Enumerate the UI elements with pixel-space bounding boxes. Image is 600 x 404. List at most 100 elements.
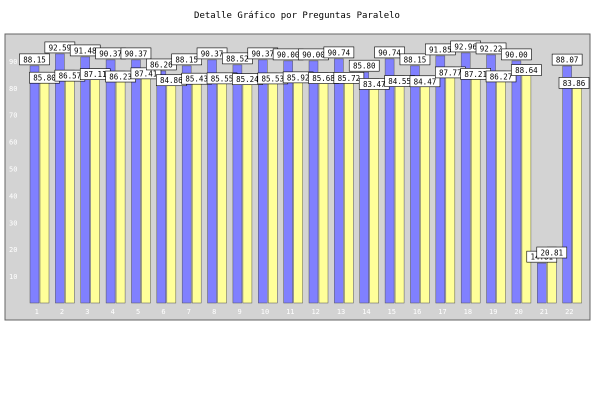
bar-series-1 — [181, 65, 192, 304]
svg-text:85.80: 85.80 — [33, 74, 56, 83]
bar-series-1 — [486, 54, 496, 304]
x-tick-label: 22 — [565, 308, 573, 316]
y-tick-label: 70 — [9, 112, 17, 120]
svg-text:88.15: 88.15 — [404, 55, 427, 64]
svg-text:85.80: 85.80 — [353, 62, 376, 71]
svg-text:86.26: 86.26 — [150, 60, 173, 69]
y-tick-label: 80 — [9, 85, 17, 93]
svg-text:85.68: 85.68 — [312, 74, 335, 83]
bar-series-1 — [435, 55, 446, 304]
x-tick-label: 4 — [111, 308, 115, 316]
bar-series-1 — [207, 59, 217, 304]
y-tick-label: 30 — [9, 219, 17, 227]
svg-text:88.52: 88.52 — [226, 54, 249, 63]
svg-text:87.41: 87.41 — [135, 69, 158, 78]
bar-series-1 — [131, 59, 141, 304]
bar-series-2 — [445, 66, 456, 304]
data-label-series-1: 90.37 — [120, 47, 152, 60]
bar-series-2 — [344, 72, 354, 304]
x-tick-label: 13 — [337, 308, 345, 316]
svg-text:87.21: 87.21 — [464, 70, 487, 79]
bar-series-2 — [496, 70, 506, 304]
x-tick-label: 3 — [85, 308, 89, 316]
data-label-series-1: 90.74 — [323, 46, 355, 59]
svg-text:88.15: 88.15 — [23, 55, 46, 64]
svg-text:90.00: 90.00 — [302, 50, 325, 59]
data-label-series-2: 88.64 — [511, 64, 542, 76]
svg-text:88.64: 88.64 — [515, 66, 538, 75]
data-label-series-2: 85.72 — [333, 72, 365, 84]
svg-text:87.11: 87.11 — [84, 70, 107, 79]
y-tick-label: 20 — [9, 246, 17, 254]
bar-series-1 — [156, 70, 167, 304]
bar-series-1 — [80, 56, 90, 304]
data-label-series-1: 90.74 — [374, 46, 405, 59]
bar-series-2 — [115, 70, 126, 304]
chart-title: Detalle Gráfico por Preguntas Paralelo — [194, 11, 400, 21]
data-label-series-2: 84.47 — [409, 75, 441, 88]
data-label-series-2: 86.27 — [485, 70, 517, 83]
svg-text:83.86: 83.86 — [563, 79, 586, 88]
bars — [29, 52, 582, 304]
bar-series-2 — [369, 78, 379, 304]
data-label-series-1: 88.15 — [19, 53, 50, 66]
svg-text:86.57: 86.57 — [59, 72, 82, 81]
x-tick-label: 2 — [60, 308, 64, 316]
x-tick-label: 7 — [187, 308, 191, 316]
svg-text:91.48: 91.48 — [74, 46, 97, 55]
x-tick-label: 10 — [261, 308, 269, 316]
x-tick-label: 12 — [311, 308, 319, 316]
data-label-series-2: 87.41 — [130, 67, 162, 80]
x-tick-label: 17 — [438, 308, 446, 316]
bar-series-1 — [511, 60, 522, 304]
svg-text:86.23: 86.23 — [109, 73, 132, 82]
svg-text:87.77: 87.77 — [439, 68, 462, 77]
data-label-series-1: 88.15 — [399, 53, 431, 66]
svg-text:85.55: 85.55 — [211, 74, 234, 83]
svg-text:85.72: 85.72 — [338, 74, 361, 83]
bar-series-2 — [90, 68, 100, 304]
svg-text:88.07: 88.07 — [556, 56, 579, 65]
svg-text:85.43: 85.43 — [185, 75, 208, 84]
svg-text:83.47: 83.47 — [363, 80, 386, 89]
x-tick-label: 14 — [362, 308, 370, 316]
bar-series-2 — [242, 73, 253, 304]
y-tick-label: 90 — [9, 58, 17, 66]
svg-text:85.24: 85.24 — [236, 75, 259, 84]
bar-series-1 — [258, 59, 268, 304]
bar-series-2 — [268, 72, 278, 304]
x-tick-label: 6 — [161, 308, 165, 316]
svg-text:84.47: 84.47 — [414, 77, 437, 86]
svg-text:90.37: 90.37 — [251, 49, 274, 58]
svg-text:86.27: 86.27 — [490, 72, 513, 81]
svg-text:90.00: 90.00 — [277, 50, 300, 59]
svg-text:84.86: 84.86 — [160, 76, 183, 85]
svg-text:92.22: 92.22 — [480, 44, 503, 53]
x-axis-ticks: 1 2 3 4 5 6 7 8 9 10 11 12 13 14 15 16 17 18 19 20 21 22 — [35, 308, 574, 316]
data-label-series-2: 83.86 — [558, 77, 590, 89]
bar-series-1 — [359, 71, 369, 304]
data-label-series-1: 88.15 — [171, 53, 202, 66]
x-tick-label: 9 — [237, 308, 241, 316]
svg-text:90.00: 90.00 — [505, 50, 528, 59]
y-tick-label: 40 — [9, 192, 17, 200]
y-tick-label: 50 — [9, 166, 17, 174]
bar-series-1 — [562, 65, 572, 304]
bar-series-1 — [308, 60, 319, 304]
x-tick-label: 19 — [489, 308, 497, 316]
data-labels: 88.15 85.80 92.59 86.57 91.48 87.11 90.37 86.23… — [19, 40, 590, 263]
svg-text:91.85: 91.85 — [429, 45, 452, 54]
bar-series-2 — [39, 71, 50, 304]
svg-text:90.37: 90.37 — [125, 49, 148, 58]
bar-series-2 — [318, 72, 329, 304]
svg-text:85.53: 85.53 — [261, 74, 284, 83]
svg-text:90.74: 90.74 — [328, 48, 351, 57]
bar-series-2 — [217, 72, 227, 304]
bar-series-1 — [334, 58, 344, 304]
bar-series-1 — [384, 58, 395, 304]
svg-text:88.15: 88.15 — [175, 55, 198, 64]
bar-series-2 — [141, 67, 151, 304]
bar-series-2 — [191, 72, 202, 304]
y-tick-label: 60 — [9, 139, 17, 147]
